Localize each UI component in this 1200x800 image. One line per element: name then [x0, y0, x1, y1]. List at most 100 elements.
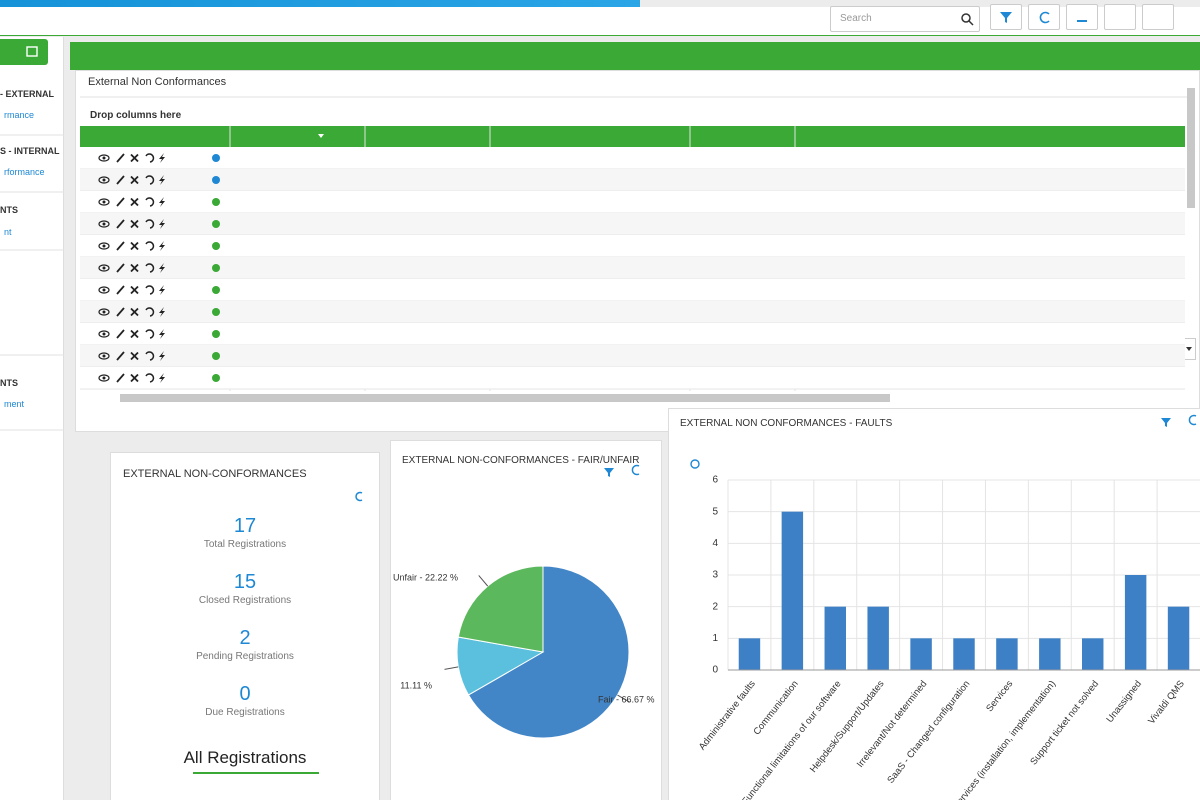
bar — [1167, 606, 1190, 670]
info-icon — [690, 459, 700, 469]
delete-icon — [130, 351, 139, 361]
toolbar-button[interactable] — [1104, 4, 1136, 30]
view-icon — [102, 310, 106, 314]
action-icon — [159, 153, 165, 163]
sidebar-item: ment — [4, 399, 25, 409]
sidebar-item: NTS — [0, 205, 18, 215]
view-icon — [98, 330, 110, 338]
sidebar-button[interactable] — [0, 39, 48, 65]
label-connector — [444, 666, 459, 670]
view-icon — [98, 264, 110, 272]
view-icon — [102, 332, 106, 336]
undo-icon — [145, 219, 155, 229]
action-icon — [159, 307, 165, 317]
view-icon — [98, 352, 110, 360]
status-dot — [212, 242, 220, 250]
upload-icon — [1077, 20, 1087, 22]
table-row — [80, 367, 1185, 389]
view-icon — [98, 176, 110, 184]
view-icon — [98, 154, 110, 162]
pie-slice — [457, 565, 544, 653]
edit-icon — [116, 329, 125, 339]
toolbar-button[interactable] — [990, 4, 1022, 30]
stat-label: Pending Registrations — [196, 651, 294, 662]
sidebar-item: rmance — [4, 110, 35, 120]
widget-title: EXTERNAL NON-CONFORMANCES — [123, 468, 307, 480]
table-title: External Non Conformances — [88, 76, 227, 88]
bar — [781, 511, 804, 670]
y-tick-label: 6 — [712, 475, 718, 486]
status-dot — [212, 198, 220, 206]
view-icon — [102, 376, 106, 380]
x-tick-label: Vivaldi QMS — [1146, 679, 1187, 727]
x-tick-label: Helpdesk/Support/Updates — [808, 678, 887, 774]
action-icon — [159, 263, 165, 273]
y-tick-label: 1 — [712, 633, 718, 644]
delete-icon — [130, 197, 139, 207]
bar — [1124, 575, 1147, 670]
bar — [910, 638, 932, 670]
stat-label: Total Registrations — [203, 539, 287, 550]
delete-icon — [130, 307, 139, 317]
bar — [953, 638, 975, 670]
status-dot — [212, 352, 220, 360]
edit-icon — [116, 351, 125, 361]
table-row — [80, 301, 1185, 323]
undo-icon — [145, 175, 155, 185]
undo-icon — [145, 329, 155, 339]
sidebar — [0, 37, 64, 800]
sidebar-item: S - INTERNAL — [0, 146, 60, 156]
stats-panel — [110, 452, 380, 800]
delete-icon — [130, 329, 139, 339]
status-dot — [212, 154, 220, 162]
table-row — [80, 323, 1185, 345]
delete-icon — [130, 153, 139, 163]
x-tick-label: Administrative faults — [697, 678, 758, 752]
view-icon — [102, 178, 106, 182]
undo-icon — [145, 153, 155, 163]
view-icon — [98, 374, 110, 382]
refresh-icon — [355, 491, 363, 502]
stat-value: 15 — [233, 571, 257, 593]
toolbar-button[interactable] — [1028, 4, 1060, 30]
filter-icon — [604, 468, 614, 477]
bar — [1082, 638, 1104, 670]
sidebar-item: nt — [4, 227, 12, 237]
refresh-icon — [1188, 414, 1197, 426]
y-tick-label: 3 — [712, 570, 718, 581]
view-icon — [102, 288, 106, 292]
label-connector — [478, 575, 489, 587]
action-icon — [159, 241, 165, 251]
filter-icon — [1161, 418, 1171, 427]
table-row — [80, 279, 1185, 301]
delete-icon — [130, 285, 139, 295]
y-tick-label: 5 — [712, 506, 718, 517]
y-tick-label: 0 — [712, 665, 718, 676]
view-icon — [102, 244, 106, 248]
undo-icon — [145, 351, 155, 361]
bar — [867, 606, 889, 670]
status-dot — [212, 330, 220, 338]
toolbar-button[interactable] — [1142, 4, 1174, 30]
action-icon — [159, 373, 165, 383]
toolbar-button[interactable] — [1066, 4, 1098, 30]
search-icon — [961, 13, 971, 23]
pie-label: Unfair - 22.22 % — [393, 572, 458, 582]
pie-slice — [467, 565, 630, 739]
bar — [824, 606, 846, 670]
table-row — [80, 257, 1185, 279]
action-icon — [159, 285, 165, 295]
delete-icon — [130, 373, 139, 383]
bar — [1039, 638, 1061, 670]
table-header — [80, 126, 1185, 147]
pie-label: 11.11 % — [400, 680, 432, 690]
search-box[interactable] — [830, 6, 980, 32]
y-tick-label: 4 — [712, 538, 718, 549]
sidebar-item: - EXTERNAL — [0, 89, 54, 99]
action-icon — [159, 219, 165, 229]
edit-icon — [116, 285, 125, 295]
view-icon — [102, 200, 106, 204]
x-tick-label: Services — [984, 678, 1015, 714]
x-tick-label: Unassigned — [1104, 679, 1144, 725]
